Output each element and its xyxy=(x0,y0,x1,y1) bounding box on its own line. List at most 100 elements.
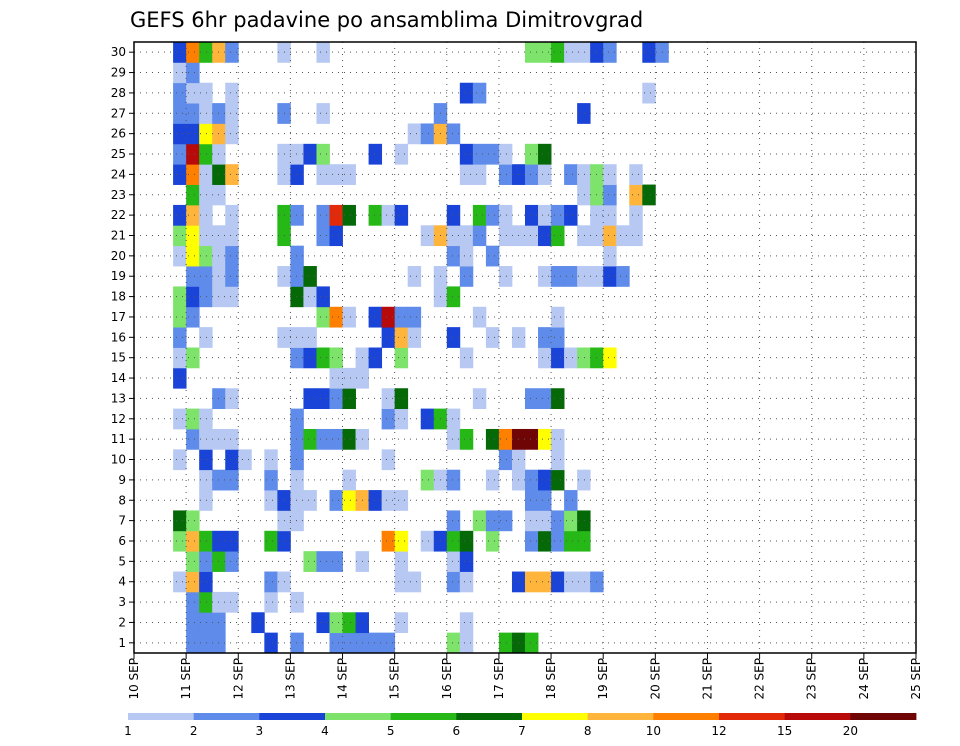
chart-title: GEFS 6hr padavine po ansamblima Dimitrov… xyxy=(130,8,643,32)
heatmap-cell xyxy=(173,42,187,63)
colorbar-swatch xyxy=(653,713,720,720)
heatmap-cell xyxy=(290,245,304,267)
heatmap-cell xyxy=(498,225,513,247)
y-tick-label: 15 xyxy=(111,351,126,365)
heatmap-cell xyxy=(368,143,383,165)
heatmap-cell xyxy=(225,266,239,287)
heatmap-cell xyxy=(316,143,330,165)
heatmap-cell xyxy=(342,204,356,226)
heatmap-cell xyxy=(381,388,396,409)
colorbar-label: 6 xyxy=(453,724,461,738)
heatmap-cell xyxy=(290,266,304,287)
heatmap-cell xyxy=(264,632,278,654)
colorbar-label: 20 xyxy=(843,724,858,738)
heatmap-cell xyxy=(394,143,409,165)
heatmap-cell xyxy=(303,347,317,369)
heatmap-cell xyxy=(564,204,578,226)
colorbar-swatch xyxy=(325,713,392,720)
heatmap-cell xyxy=(446,428,461,450)
heatmap-cell xyxy=(173,225,187,247)
heatmap-cell xyxy=(525,143,539,165)
heatmap-cell xyxy=(642,82,656,104)
heatmap-cell xyxy=(186,347,200,369)
heatmap-cell xyxy=(342,164,356,185)
heatmap-cell xyxy=(199,286,213,308)
x-axis: 10 SEP 11 SEP 12 SEP 13 SEP 14 SEP 15 SEP 16 S… xyxy=(127,653,923,700)
y-tick-label: 9 xyxy=(118,473,126,487)
heatmap-cell xyxy=(303,490,317,511)
heatmap-cell xyxy=(551,204,565,226)
heatmap-cell xyxy=(538,388,552,409)
heatmap-cell xyxy=(394,306,409,328)
heatmap-cell xyxy=(225,449,239,471)
heatmap-cell xyxy=(407,571,422,593)
heatmap-cell xyxy=(303,266,317,287)
heatmap-cell xyxy=(342,612,356,634)
heatmap-cell xyxy=(498,428,513,450)
heatmap-cell xyxy=(459,571,474,593)
heatmap-cell xyxy=(225,82,239,104)
heatmap-cell xyxy=(459,164,474,185)
heatmap-cell xyxy=(186,62,200,84)
heatmap-cell xyxy=(446,225,461,247)
heatmap-cell xyxy=(264,469,278,491)
heatmap-cell xyxy=(316,306,330,328)
heatmap-cell xyxy=(381,490,396,511)
heatmap-cell xyxy=(251,612,265,634)
heatmap-cell xyxy=(498,510,513,532)
x-tick-label: 24 SEP xyxy=(857,658,871,700)
heatmap-cell xyxy=(577,42,591,63)
heatmap-cell xyxy=(199,408,213,430)
heatmap-cell xyxy=(342,388,356,409)
heatmap-cell xyxy=(485,530,500,552)
heatmap-cell xyxy=(225,551,239,572)
heatmap-cell xyxy=(459,530,474,552)
heatmap-cell xyxy=(199,632,213,654)
heatmap-cell xyxy=(186,306,200,328)
heatmap-cell xyxy=(407,327,422,348)
heatmap-cell xyxy=(525,469,539,491)
heatmap-cell xyxy=(538,530,552,552)
heatmap-cell xyxy=(525,571,539,593)
heatmap-cell xyxy=(225,469,239,491)
heatmap-cell xyxy=(551,571,565,593)
y-tick-label: 1 xyxy=(118,636,126,650)
heatmap-cell xyxy=(381,327,396,348)
heatmap-cell xyxy=(368,490,383,511)
heatmap-cell xyxy=(446,245,461,267)
heatmap-cell xyxy=(199,204,213,226)
heatmap-cell xyxy=(329,428,343,450)
heatmap-cell xyxy=(329,204,343,226)
heatmap-cell xyxy=(173,123,187,145)
y-tick-label: 24 xyxy=(111,167,126,181)
heatmap-cell xyxy=(368,632,383,654)
heatmap-cell xyxy=(616,225,630,247)
heatmap-cell xyxy=(381,632,396,654)
heatmap-cell xyxy=(303,286,317,308)
heatmap-cell xyxy=(485,204,500,226)
heatmap-cell xyxy=(603,347,617,369)
heatmap-cell xyxy=(225,530,239,552)
heatmap-cell xyxy=(199,164,213,185)
heatmap-cell xyxy=(199,530,213,552)
heatmap-cell xyxy=(199,428,213,450)
heatmap-cell xyxy=(525,204,539,226)
heatmap-cell xyxy=(564,530,578,552)
heatmap-cell xyxy=(186,530,200,552)
x-tick-label: 25 SEP xyxy=(909,658,923,700)
heatmap-cell xyxy=(186,82,200,104)
heatmap-cell xyxy=(173,449,187,471)
heatmap-cell xyxy=(459,225,474,247)
heatmap-cell xyxy=(394,490,409,511)
heatmap-cell xyxy=(290,428,304,450)
y-tick-label: 28 xyxy=(111,86,126,100)
heatmap-cell xyxy=(603,225,617,247)
heatmap-cell xyxy=(551,530,565,552)
x-tick-label: 16 SEP xyxy=(440,658,454,700)
heatmap-cell xyxy=(173,143,187,165)
heatmap-cell xyxy=(577,225,591,247)
colorbar-label: 5 xyxy=(387,724,395,738)
heatmap-cell xyxy=(603,245,617,267)
heatmap-cell xyxy=(459,347,474,369)
